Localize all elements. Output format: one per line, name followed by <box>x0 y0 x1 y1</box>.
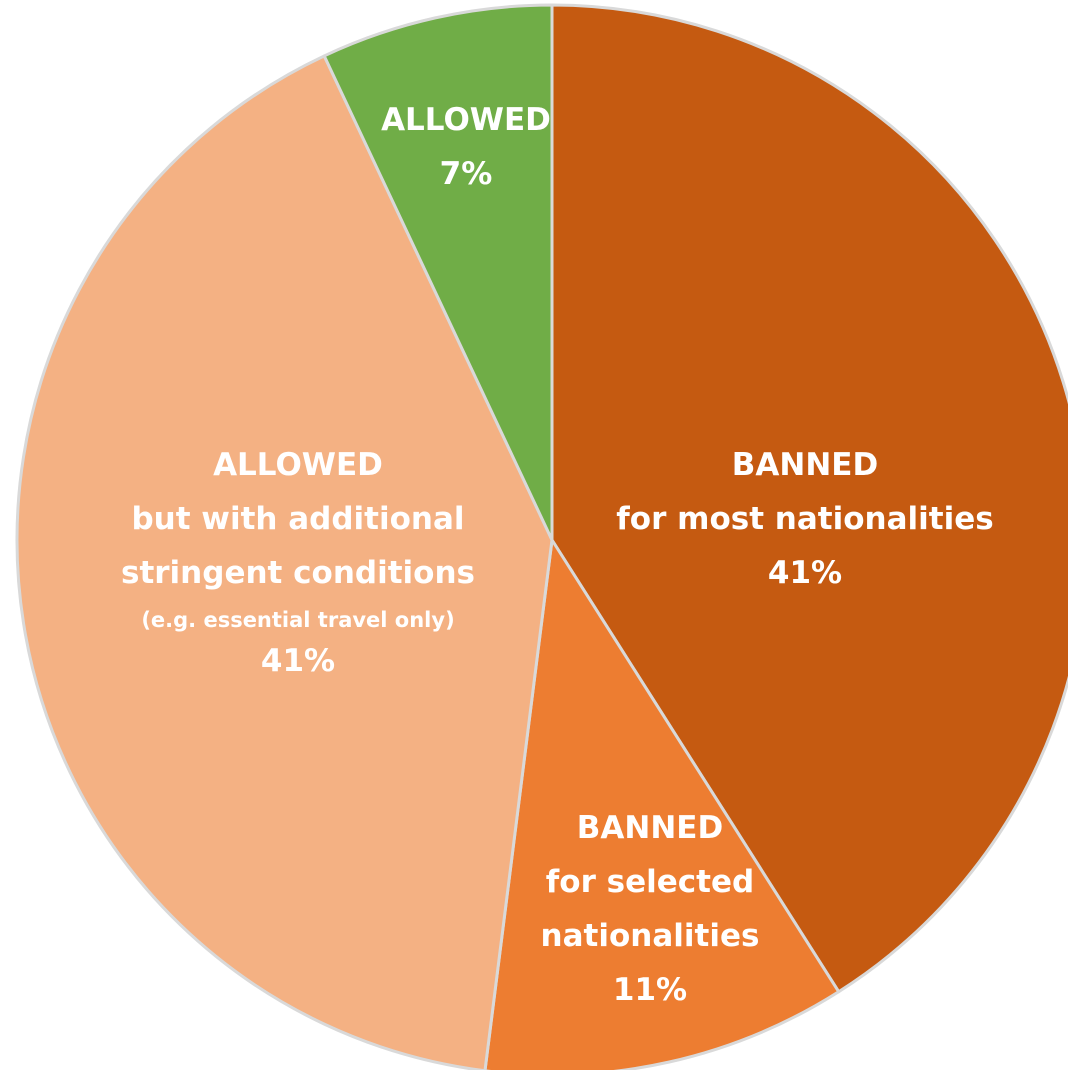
pie-slice-allowed-stringent <box>15 54 554 1073</box>
pie-slice-allowed <box>322 3 554 542</box>
slice-label-line: ALLOWED <box>381 102 551 138</box>
pie-slice-banned-most <box>550 3 1068 994</box>
slice-label-line: (e.g. essential travel only) <box>141 608 454 632</box>
slices-layer <box>15 3 1068 1074</box>
slice-label-line: stringent conditions <box>121 555 475 591</box>
slice-label-line: 11% <box>613 972 687 1008</box>
slice-label-line: nationalities <box>541 918 760 954</box>
slice-label-line: ALLOWED <box>213 447 383 483</box>
slice-label-line: for most nationalities <box>616 501 993 537</box>
slice-label-line: but with additional <box>131 501 464 537</box>
slice-label-allowed-stringent: ALLOWED but with additional stringent cond… <box>121 447 475 679</box>
slice-label-banned-most: BANNED for most nationalities 41% <box>616 447 993 591</box>
pie-slice-banned-selected <box>483 538 841 1074</box>
slice-label-line: BANNED <box>732 447 878 483</box>
labels-layer: BANNED for most nationalities 41% BANNED for… <box>121 102 994 1008</box>
slice-label-line: 41% <box>768 555 842 591</box>
slice-label-line: 7% <box>440 156 493 192</box>
slice-label-line: 41% <box>261 643 335 679</box>
slice-label-allowed: ALLOWED 7% <box>381 102 551 192</box>
slice-label-line: for selected <box>546 864 754 900</box>
slice-label-banned-selected: BANNED for selected nationalities 11% <box>541 810 760 1008</box>
slice-label-line: BANNED <box>577 810 723 846</box>
